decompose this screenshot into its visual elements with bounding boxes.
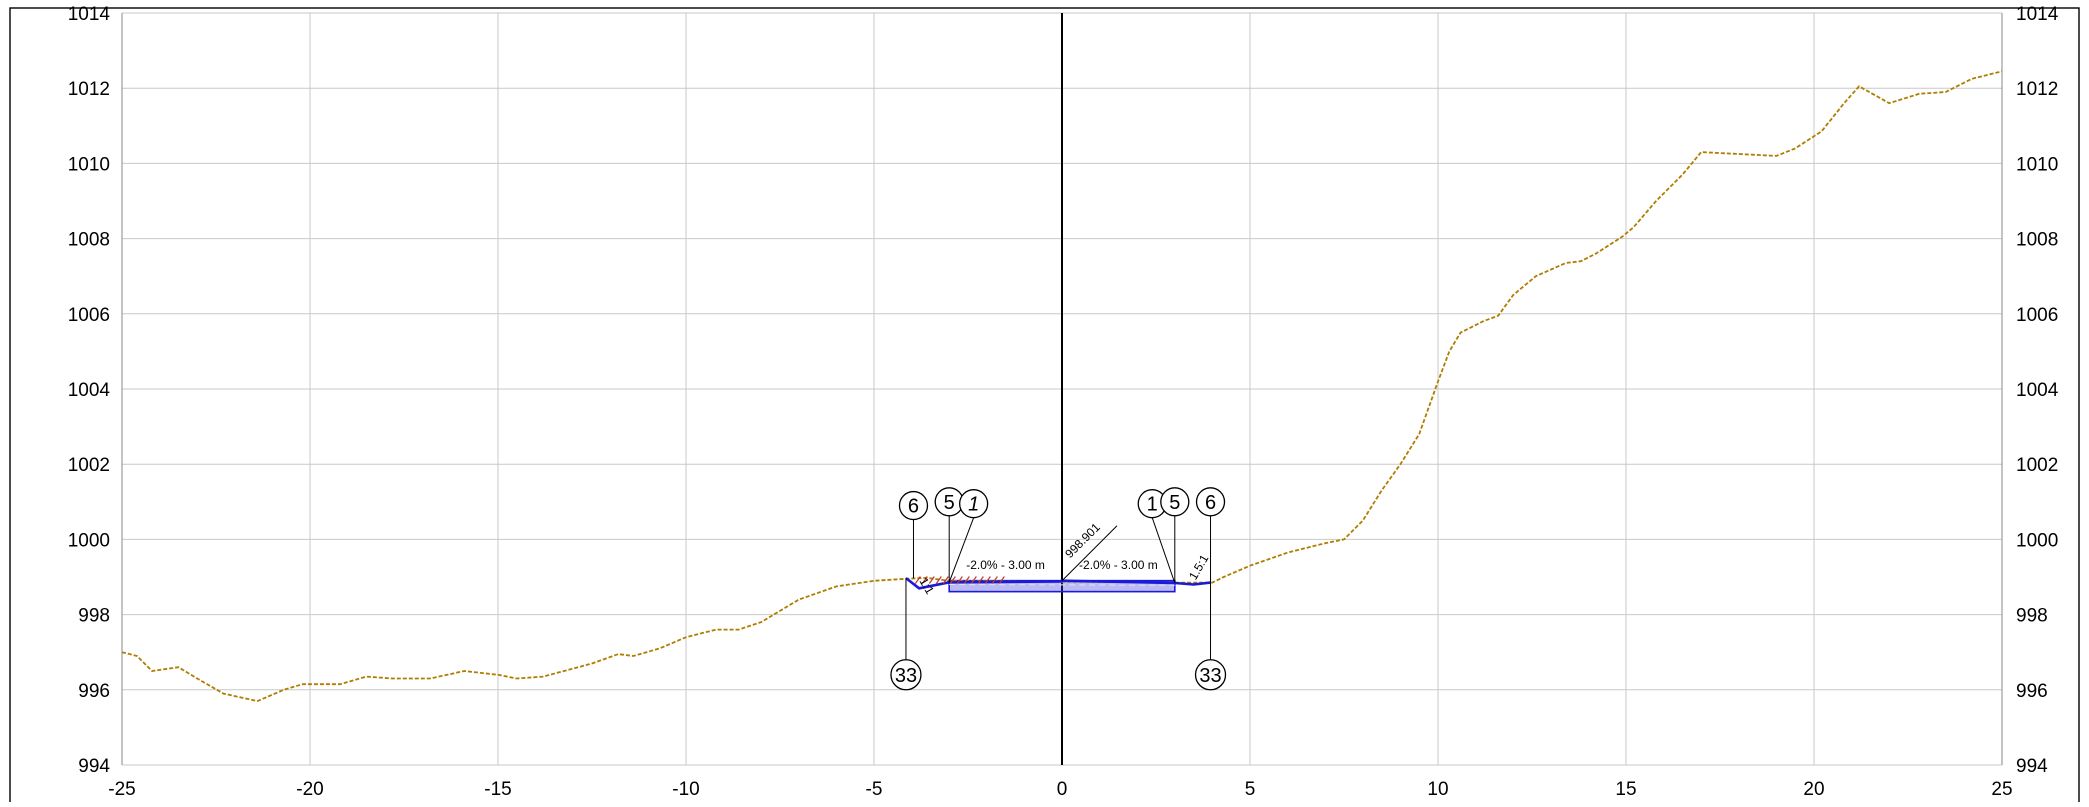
x-tick-label: 5 [1245, 779, 1256, 800]
x-tick-label: 10 [1427, 779, 1448, 800]
y-tick-label-left: 1008 [68, 230, 110, 251]
bubble-label: 33 [1199, 665, 1221, 687]
x-tick-label: 15 [1615, 779, 1636, 800]
y-tick-label-right: 996 [2016, 681, 2048, 702]
bubble-circle [958, 489, 989, 519]
bubble-circle [1195, 487, 1226, 517]
cut-hatch-mark [928, 576, 935, 584]
y-tick-label-right: 1006 [2016, 305, 2058, 326]
cut-hatch-mark [921, 576, 928, 584]
y-tick-label-right: 1004 [2016, 380, 2059, 401]
cut-hatch-mark [949, 576, 956, 584]
x-tick-label: -15 [484, 779, 511, 800]
y-tick-label-left: 1006 [68, 305, 110, 326]
bubble-label: 6 [908, 496, 919, 518]
slope-ratio-label: 1.5:1 [1186, 552, 1212, 582]
bubble-circle [1194, 659, 1227, 691]
y-tick-label-right: 1002 [2016, 455, 2058, 476]
y-tick-label-right: 998 [2016, 606, 2048, 627]
y-tick-label-left: 1002 [68, 455, 110, 476]
x-tick-label: 0 [1057, 779, 1068, 800]
y-tick-label-right: 994 [2016, 756, 2048, 777]
x-tick-label: -20 [296, 779, 323, 800]
y-tick-label-left: 1014 [68, 4, 111, 25]
bubble-leader [948, 517, 975, 583]
cut-hatch-mark [977, 576, 984, 584]
cross-slope-label: -2.0% - 3.00 m [966, 558, 1045, 572]
cut-hatch-mark [963, 576, 970, 584]
x-tick-label: -25 [108, 779, 135, 800]
pavement-dash [949, 584, 1175, 586]
y-tick-label-right: 1014 [2016, 4, 2059, 25]
cut-hatch-mark [970, 576, 977, 584]
y-tick-label-right: 1000 [2016, 530, 2058, 551]
x-tick-label: 20 [1803, 779, 1824, 800]
x-tick-label: 25 [1991, 779, 2012, 800]
cut-hatch-mark [991, 576, 998, 584]
y-tick-label-right: 1012 [2016, 79, 2058, 100]
bubble-label: 1 [1147, 494, 1158, 516]
cut-hatch-mark [984, 576, 991, 584]
elevation-label: 998.901 [1062, 520, 1103, 561]
design-section-line [905, 577, 1211, 590]
y-tick-label-left: 1004 [68, 380, 111, 401]
cross-slope-label: -2.0% - 3.00 m [1079, 558, 1158, 572]
bubble-circle [1160, 487, 1190, 517]
cut-hatch-mark [914, 576, 921, 584]
cut-hatch-mark [935, 576, 942, 584]
bubble-label: 1 [968, 494, 979, 516]
ground-line [121, 70, 2003, 703]
cut-hatch-mark [942, 576, 949, 584]
y-tick-label-right: 1008 [2016, 230, 2058, 251]
y-tick-label-left: 996 [78, 681, 110, 702]
y-tick-label-left: 1012 [68, 79, 110, 100]
y-tick-label-left: 1010 [68, 154, 110, 175]
x-tick-label: -5 [866, 779, 883, 800]
y-tick-label-right: 1010 [2016, 154, 2058, 175]
y-tick-label-left: 994 [78, 756, 110, 777]
bubble-circle [890, 659, 922, 691]
cut-hatch-mark [956, 576, 963, 584]
outer-frame [9, 7, 2080, 807]
bubble-label: 5 [944, 492, 955, 514]
y-tick-label-left: 998 [78, 606, 110, 627]
bubble-circle [898, 490, 929, 521]
bubble-label: 33 [895, 665, 917, 687]
bubble-label: 6 [1205, 492, 1216, 514]
bubble-leader [1151, 517, 1176, 584]
y-tick-label-left: 1000 [68, 530, 110, 551]
x-tick-label: -10 [672, 779, 699, 800]
elevation-leader [1061, 525, 1118, 582]
bubble-label: 5 [1169, 492, 1180, 514]
cut-hatch-mark [998, 576, 1005, 584]
